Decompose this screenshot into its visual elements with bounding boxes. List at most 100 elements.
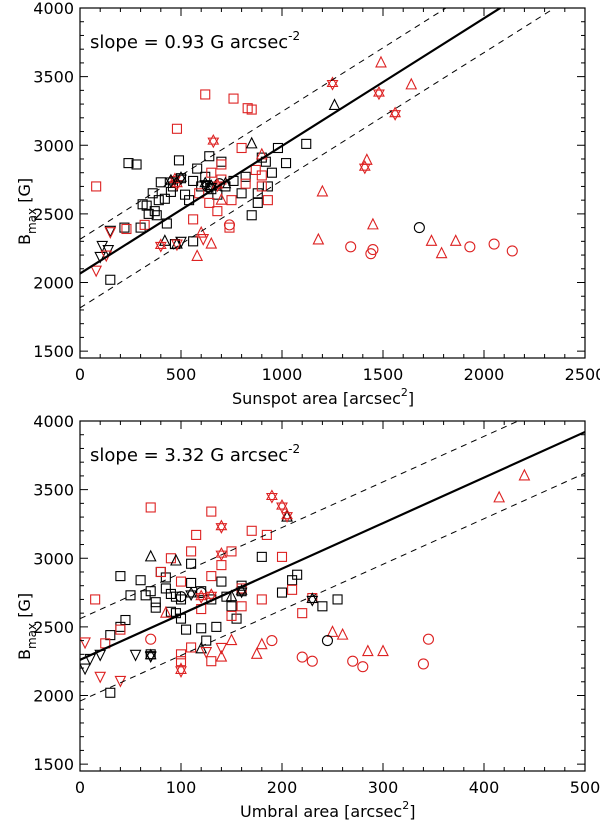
point-triangle-up bbox=[215, 649, 228, 662]
point-triangle-down bbox=[215, 642, 228, 655]
x-tick-label: 1000 bbox=[262, 365, 303, 384]
point-triangle-up bbox=[405, 77, 418, 90]
point-circle bbox=[306, 655, 318, 667]
point-triangle-up bbox=[205, 236, 218, 249]
point-square bbox=[252, 197, 263, 208]
x-tick-label: 400 bbox=[469, 778, 500, 797]
point-circle bbox=[347, 655, 359, 667]
point-square bbox=[216, 576, 227, 587]
point-square bbox=[192, 163, 203, 174]
point-square bbox=[155, 177, 166, 188]
y-tick-label: 3000 bbox=[33, 549, 74, 568]
point-square bbox=[261, 529, 272, 540]
point-square bbox=[141, 200, 152, 211]
point-triangle-down bbox=[171, 239, 183, 252]
point-star bbox=[358, 160, 371, 171]
fit-lines bbox=[80, 421, 585, 702]
point-circle bbox=[175, 591, 187, 603]
point-square bbox=[226, 601, 237, 612]
point-square bbox=[139, 219, 150, 230]
point-triangle-up bbox=[435, 246, 448, 259]
point-square bbox=[216, 156, 227, 167]
point-square bbox=[165, 588, 176, 599]
point-triangle-up bbox=[245, 136, 258, 149]
y-tick-label: 3500 bbox=[33, 481, 74, 500]
point-star bbox=[164, 173, 177, 185]
point-square bbox=[301, 138, 312, 149]
point-square bbox=[105, 687, 116, 698]
point-triangle-up bbox=[377, 644, 389, 657]
point-triangle-up bbox=[312, 232, 325, 245]
point-square bbox=[332, 594, 343, 605]
point-square bbox=[204, 151, 215, 162]
point-triangle-up bbox=[493, 490, 506, 503]
point-star bbox=[175, 174, 187, 186]
point-square bbox=[175, 656, 187, 667]
point-star bbox=[175, 171, 187, 182]
point-circle bbox=[488, 238, 500, 250]
point-square bbox=[105, 630, 116, 641]
point-circle bbox=[413, 222, 425, 234]
point-star bbox=[195, 593, 208, 604]
top-chart: 0 500 1000 1500 2000 2500 1500 2000 2500 3000 3500… bbox=[15, 0, 600, 408]
point-square bbox=[186, 642, 197, 653]
point-triangle-up bbox=[316, 184, 329, 197]
plot-frame bbox=[79, 7, 586, 359]
x-axis-label: Umbral area [arcsec2] bbox=[240, 799, 415, 821]
point-triangle-up bbox=[425, 234, 438, 246]
x-tick-label: 2500 bbox=[565, 365, 600, 384]
point-triangle-up bbox=[175, 662, 187, 674]
point-square bbox=[206, 167, 217, 178]
point-square bbox=[256, 181, 267, 192]
point-square bbox=[201, 635, 212, 646]
plot-frame bbox=[79, 420, 586, 772]
point-square bbox=[147, 188, 158, 199]
y-tick-label: 3000 bbox=[33, 136, 74, 155]
point-star bbox=[185, 586, 198, 598]
point-triangle-up bbox=[336, 627, 349, 640]
point-square bbox=[240, 171, 251, 182]
point-star bbox=[276, 498, 288, 510]
point-square bbox=[119, 222, 130, 233]
fit-lines bbox=[80, 8, 556, 309]
point-square bbox=[236, 188, 247, 199]
point-square bbox=[145, 502, 156, 513]
y-tick-label: 2000 bbox=[33, 687, 74, 706]
y-tick-label: 1500 bbox=[33, 755, 74, 774]
point-square bbox=[276, 587, 288, 598]
point-square bbox=[160, 572, 171, 583]
point-triangle-down bbox=[96, 240, 109, 253]
point-square bbox=[266, 167, 277, 178]
point-triangle-down bbox=[197, 234, 210, 246]
point-square bbox=[204, 197, 215, 208]
x-tick-label: 1500 bbox=[363, 365, 404, 384]
point-square bbox=[211, 621, 222, 632]
x-tick-label: 500 bbox=[570, 778, 600, 797]
point-circle bbox=[357, 661, 369, 673]
point-square bbox=[262, 181, 273, 192]
axis-ticks: 0 500 1000 1500 2000 2500 1500 2000 2500 3000 3500… bbox=[33, 0, 600, 384]
point-square bbox=[256, 170, 267, 181]
y-axis-label: Bmax [G] bbox=[15, 593, 39, 660]
point-star bbox=[306, 592, 319, 603]
point-triangle-up bbox=[170, 553, 182, 566]
point-triangle-up bbox=[250, 647, 263, 659]
point-square bbox=[165, 553, 176, 564]
point-triangle-down bbox=[129, 649, 142, 662]
point-square bbox=[131, 159, 142, 170]
point-star bbox=[281, 512, 293, 523]
point-star bbox=[281, 508, 293, 520]
point-star bbox=[154, 238, 167, 250]
point-square bbox=[236, 142, 247, 154]
point-square bbox=[150, 602, 161, 613]
point-square bbox=[240, 178, 251, 189]
point-square bbox=[216, 560, 227, 571]
point-square bbox=[228, 93, 239, 104]
point-star bbox=[235, 587, 248, 599]
fit-line bbox=[80, 8, 503, 275]
point-star bbox=[199, 176, 212, 188]
point-star bbox=[389, 110, 402, 121]
point-square bbox=[236, 601, 247, 612]
point-triangle-up bbox=[225, 633, 238, 646]
point-square bbox=[206, 656, 217, 667]
